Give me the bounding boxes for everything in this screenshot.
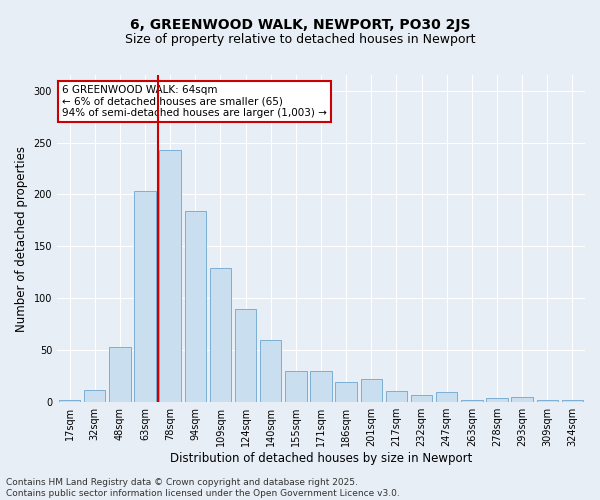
Bar xyxy=(335,382,357,402)
Bar xyxy=(411,395,432,402)
Bar xyxy=(285,371,307,402)
Bar xyxy=(260,340,281,402)
Y-axis label: Number of detached properties: Number of detached properties xyxy=(15,146,28,332)
Bar xyxy=(511,397,533,402)
Text: Contains HM Land Registry data © Crown copyright and database right 2025.
Contai: Contains HM Land Registry data © Crown c… xyxy=(6,478,400,498)
Text: 6 GREENWOOD WALK: 64sqm
← 6% of detached houses are smaller (65)
94% of semi-det: 6 GREENWOOD WALK: 64sqm ← 6% of detached… xyxy=(62,85,327,118)
Text: Size of property relative to detached houses in Newport: Size of property relative to detached ho… xyxy=(125,32,475,46)
Bar xyxy=(310,371,332,402)
Bar xyxy=(361,380,382,402)
Text: 6, GREENWOOD WALK, NEWPORT, PO30 2JS: 6, GREENWOOD WALK, NEWPORT, PO30 2JS xyxy=(130,18,470,32)
Bar xyxy=(84,390,106,402)
Bar xyxy=(160,150,181,402)
X-axis label: Distribution of detached houses by size in Newport: Distribution of detached houses by size … xyxy=(170,452,472,465)
Bar xyxy=(59,400,80,402)
Bar xyxy=(562,400,583,402)
Bar xyxy=(487,398,508,402)
Bar xyxy=(134,192,156,402)
Bar xyxy=(536,400,558,402)
Bar xyxy=(210,268,231,402)
Bar xyxy=(461,400,482,402)
Bar xyxy=(436,392,457,402)
Bar xyxy=(386,391,407,402)
Bar xyxy=(109,347,131,402)
Bar xyxy=(185,211,206,402)
Bar xyxy=(235,308,256,402)
